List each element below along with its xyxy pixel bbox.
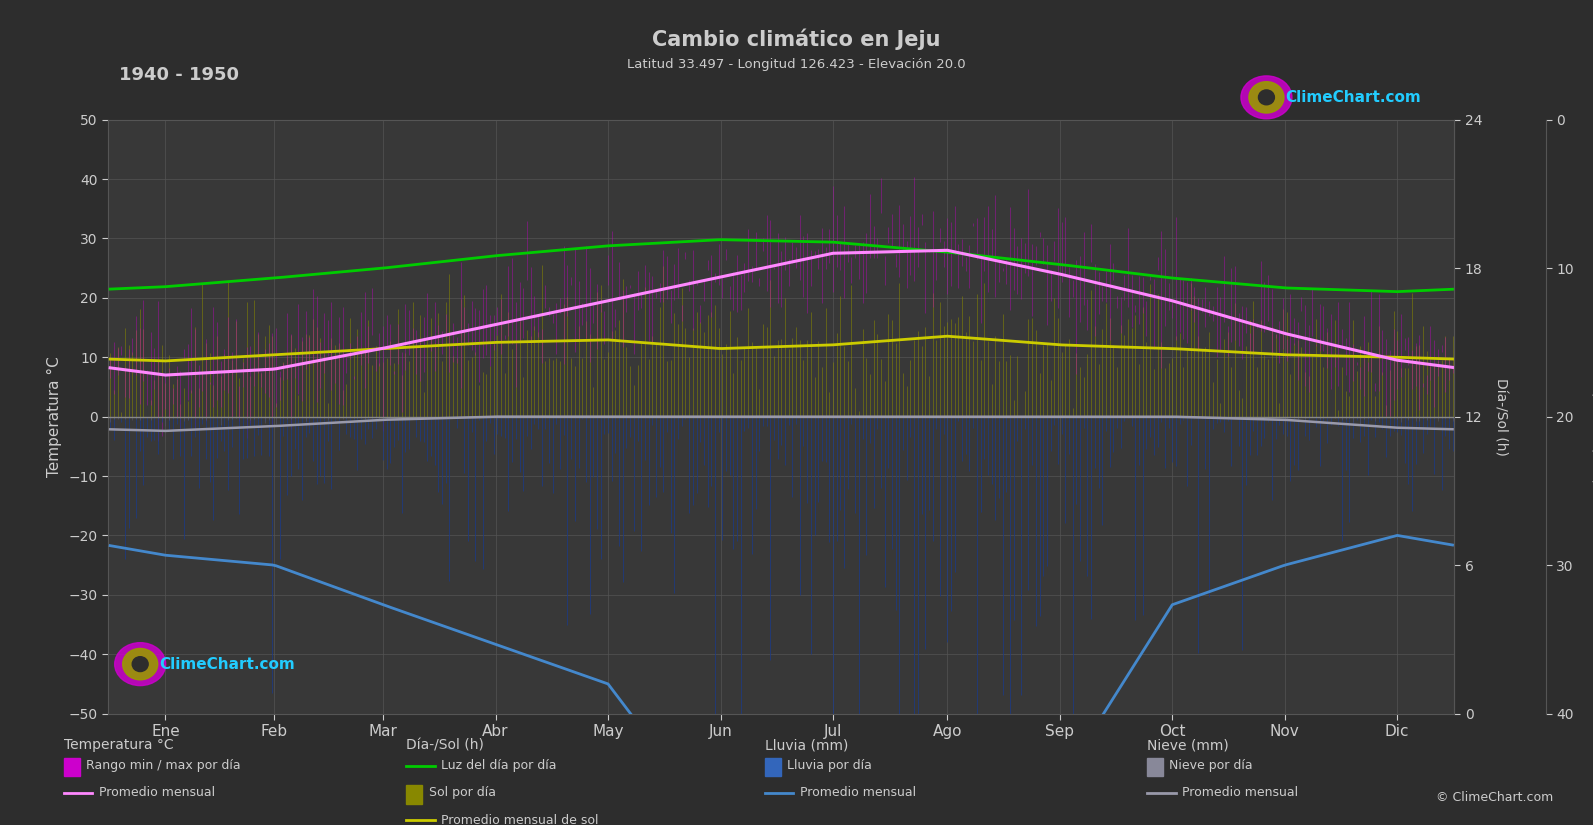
Text: Sol por día: Sol por día (429, 786, 495, 799)
Text: Promedio mensual: Promedio mensual (99, 786, 215, 799)
Text: © ClimeChart.com: © ClimeChart.com (1435, 791, 1553, 804)
Text: Promedio mensual: Promedio mensual (1182, 786, 1298, 799)
Text: Rango min / max por día: Rango min / max por día (86, 759, 241, 772)
Text: Promedio mensual de sol: Promedio mensual de sol (441, 813, 599, 825)
Text: ClimeChart.com: ClimeChart.com (159, 657, 295, 672)
Text: Lluvia (mm): Lluvia (mm) (765, 738, 847, 752)
Y-axis label: Temperatura °C: Temperatura °C (46, 356, 62, 477)
Text: ClimeChart.com: ClimeChart.com (1286, 90, 1421, 105)
Text: Nieve (mm): Nieve (mm) (1147, 738, 1228, 752)
Text: Latitud 33.497 - Longitud 126.423 - Elevación 20.0: Latitud 33.497 - Longitud 126.423 - Elev… (628, 58, 965, 71)
Text: Cambio climático en Jeju: Cambio climático en Jeju (652, 29, 941, 50)
Text: Temperatura °C: Temperatura °C (64, 738, 174, 752)
Text: 1940 - 1950: 1940 - 1950 (119, 66, 239, 84)
Text: Lluvia por día: Lluvia por día (787, 759, 871, 772)
Text: Promedio mensual: Promedio mensual (800, 786, 916, 799)
Text: Día-/Sol (h): Día-/Sol (h) (406, 738, 484, 752)
Text: Luz del día por día: Luz del día por día (441, 759, 558, 772)
Text: Nieve por día: Nieve por día (1169, 759, 1252, 772)
Y-axis label: Lluvia / Nieve (mm): Lluvia / Nieve (mm) (1590, 348, 1593, 485)
Y-axis label: Día-/Sol (h): Día-/Sol (h) (1494, 378, 1507, 455)
